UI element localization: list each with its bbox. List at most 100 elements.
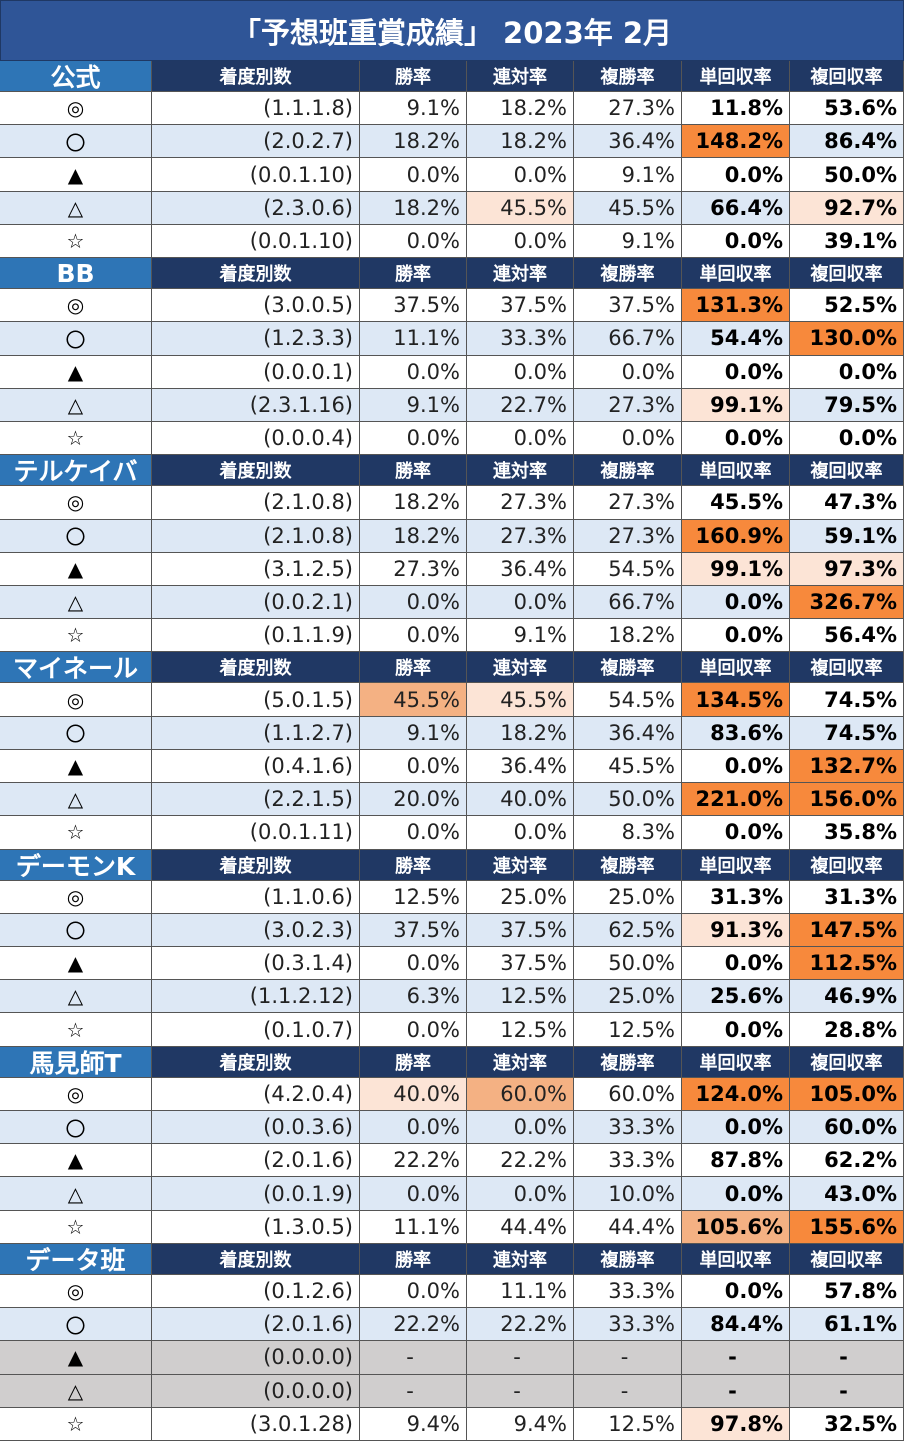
section-name: マイネール (0, 652, 152, 684)
rate: 0.0% (467, 422, 574, 456)
rate: 44.4% (467, 1210, 574, 1244)
rate: 0.0% (682, 1013, 790, 1047)
rate: 27.3% (574, 92, 682, 126)
rate: 8.3% (574, 816, 682, 850)
rate: 131.3% (682, 289, 790, 323)
rate: 91.3% (682, 913, 790, 948)
mark: ▲ (0, 1341, 152, 1375)
rate: 9.1% (360, 388, 467, 423)
rate: 25.0% (467, 880, 574, 914)
rate: 45.5% (360, 683, 467, 717)
rate: 56.4% (790, 619, 904, 653)
rate: 0.0% (574, 422, 682, 456)
rate: 155.6% (790, 1210, 904, 1244)
rate: 147.5% (790, 913, 904, 948)
rate: 221.0% (682, 783, 790, 817)
rate: 37.5% (574, 289, 682, 323)
record: (0.0.0.4) (152, 422, 360, 456)
rate: 36.4% (467, 552, 574, 586)
column-header: 複回収率 (790, 61, 904, 92)
rate: 11.1% (467, 1274, 574, 1309)
column-header: 勝率 (360, 455, 467, 487)
rate: 0.0% (682, 422, 790, 456)
rate: 87.8% (682, 1144, 790, 1178)
rate: 9.1% (574, 158, 682, 192)
column-header: 勝率 (360, 1046, 467, 1078)
rate: 18.2% (360, 191, 467, 225)
rate: 11.1% (360, 322, 467, 356)
rate: 0.0% (467, 1110, 574, 1145)
record: (3.0.0.5) (152, 289, 360, 323)
record: (3.1.2.5) (152, 552, 360, 586)
rate: 52.5% (790, 289, 904, 323)
rate: 0.0% (467, 224, 574, 259)
column-header: 単回収率 (682, 849, 790, 881)
section-name: 馬見師T (0, 1046, 152, 1078)
record: (0.0.0.0) (152, 1374, 360, 1408)
rate: 0.0% (467, 158, 574, 192)
rate: 66.4% (682, 191, 790, 225)
rate: 9.1% (360, 716, 467, 750)
column-header: 単回収率 (682, 455, 790, 487)
mark: △ (0, 585, 152, 620)
rate: 45.5% (467, 191, 574, 225)
rate: 22.7% (467, 388, 574, 423)
mark: ▲ (0, 552, 152, 586)
mark: △ (0, 783, 152, 817)
record: (0.0.1.9) (152, 1177, 360, 1211)
record: (3.0.2.3) (152, 913, 360, 948)
mark: △ (0, 1374, 152, 1408)
column-header: 勝率 (360, 1243, 467, 1275)
rate: 20.0% (360, 783, 467, 817)
mark: ◎ (0, 1274, 152, 1309)
rate: 0.0% (360, 1013, 467, 1047)
record: (0.1.1.9) (152, 619, 360, 653)
record: (0.0.1.10) (152, 224, 360, 259)
rate: 148.2% (682, 125, 790, 159)
record: (2.1.0.8) (152, 486, 360, 520)
rate: 60.0% (790, 1110, 904, 1145)
rate: 12.5% (467, 980, 574, 1014)
rate: 18.2% (574, 619, 682, 653)
mark: ☆ (0, 619, 152, 653)
rate: 66.7% (574, 585, 682, 620)
rate: 45.5% (467, 683, 574, 717)
rate: 50.0% (574, 783, 682, 817)
rate: 37.5% (467, 289, 574, 323)
rate: 18.2% (360, 486, 467, 520)
column-header: 連対率 (467, 258, 574, 290)
rate: 99.1% (682, 388, 790, 423)
rate: 31.3% (682, 880, 790, 914)
column-header: 複回収率 (790, 258, 904, 290)
rate: 54.4% (682, 322, 790, 356)
rate: 0.0% (360, 224, 467, 259)
column-header: 連対率 (467, 1243, 574, 1275)
rate: 22.2% (467, 1308, 574, 1342)
rate: 27.3% (574, 519, 682, 553)
record: (4.2.0.4) (152, 1077, 360, 1111)
column-header: 複回収率 (790, 849, 904, 881)
column-header: 勝率 (360, 849, 467, 881)
rate: 0.0% (360, 422, 467, 456)
mark: ◎ (0, 92, 152, 126)
rate: 28.8% (790, 1013, 904, 1047)
record: (0.0.0.1) (152, 355, 360, 389)
column-header: 複回収率 (790, 652, 904, 684)
rate: 50.0% (790, 158, 904, 192)
rate: 27.3% (360, 552, 467, 586)
mark: ▲ (0, 749, 152, 784)
section-name: 公式 (0, 61, 152, 92)
mark: △ (0, 191, 152, 225)
rate: 83.6% (682, 716, 790, 750)
column-header: 連対率 (467, 61, 574, 92)
column-header: 単回収率 (682, 1243, 790, 1275)
mark: ◎ (0, 289, 152, 323)
rate: 0.0% (360, 1274, 467, 1309)
rate: 18.2% (467, 716, 574, 750)
rate: 326.7% (790, 585, 904, 620)
rate: 18.2% (467, 92, 574, 126)
rate: 25.0% (574, 980, 682, 1014)
rate: 57.8% (790, 1274, 904, 1309)
rate: 105.0% (790, 1077, 904, 1111)
rate: - (574, 1374, 682, 1408)
